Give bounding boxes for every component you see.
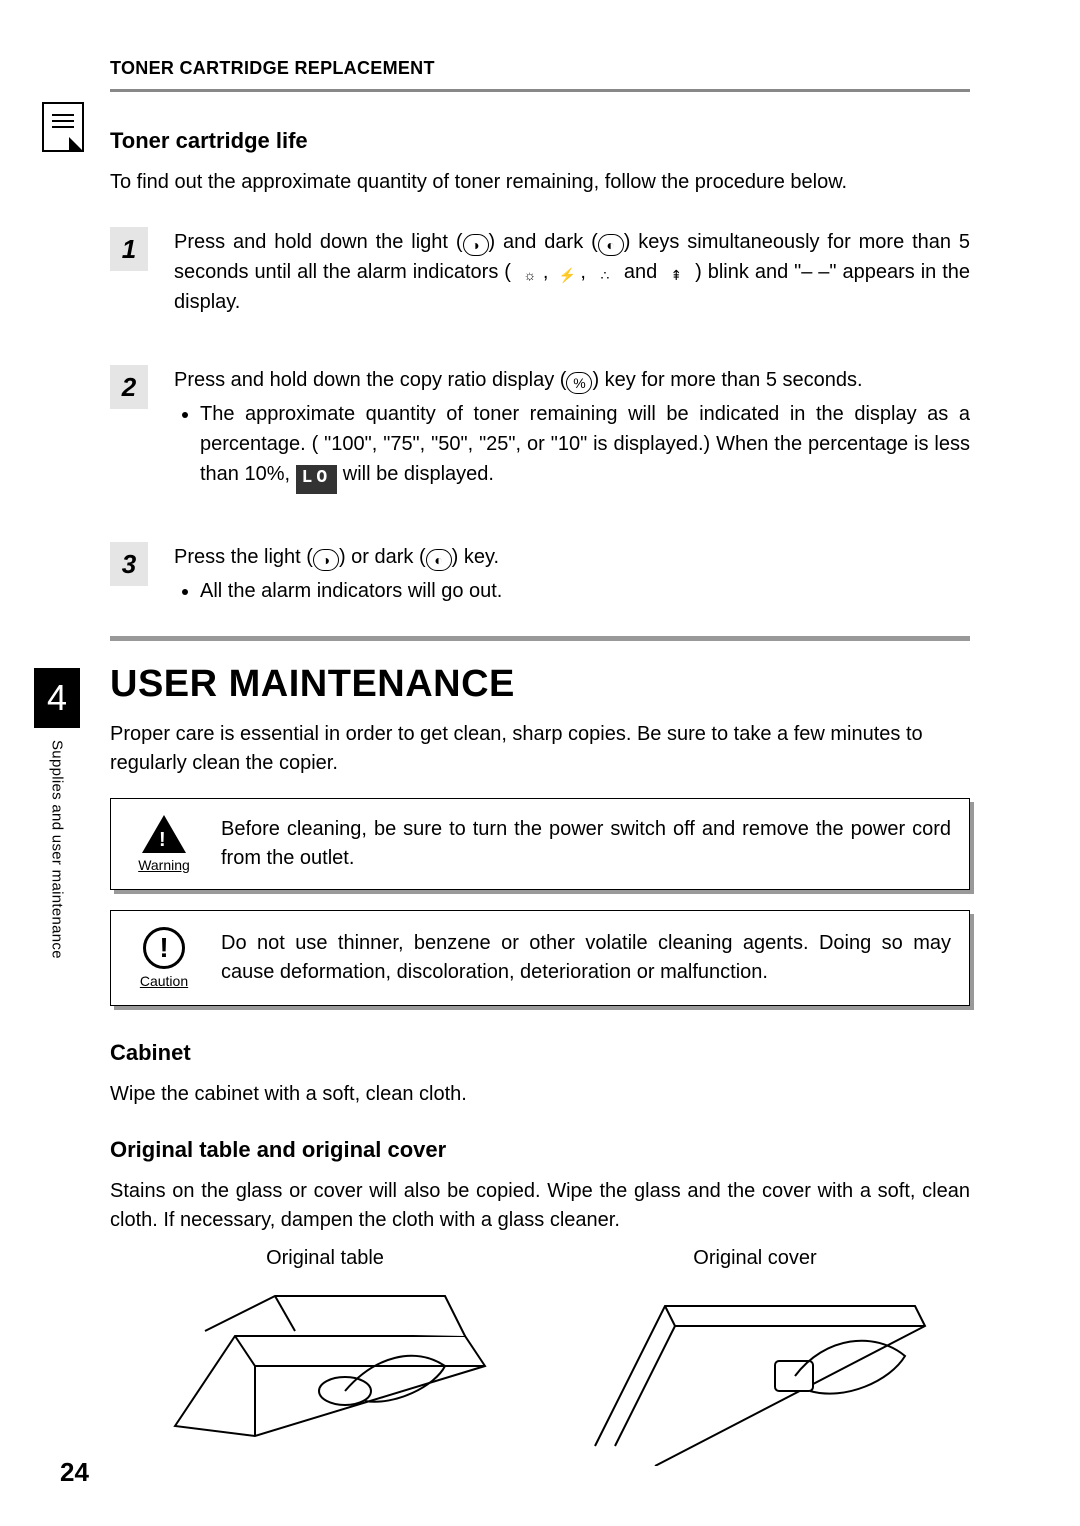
alarm-icon: ☼ (517, 265, 543, 287)
light-key-icon: ◑ (313, 549, 339, 571)
warning-icon: Warning (129, 815, 199, 873)
text: , (580, 261, 592, 283)
step-num: 3 (110, 542, 148, 586)
text: ) key. (452, 546, 499, 568)
text: ) key for more than 5 seconds. (592, 369, 862, 391)
warning-box: Warning Before cleaning, be sure to turn… (110, 798, 970, 890)
caution-icon: ! Caution (129, 927, 199, 989)
figure-row: Original table Original cover (110, 1247, 970, 1466)
text: Press and hold down the light ( (174, 231, 463, 253)
figure-caption: Original table (266, 1247, 384, 1269)
rule-mid (110, 636, 970, 641)
toner-life-heading: Toner cartridge life (110, 128, 970, 154)
ratio-key-icon: % (566, 372, 592, 394)
page-number: 24 (60, 1457, 89, 1488)
dark-key-icon: ◐ (598, 234, 624, 256)
figure-original-cover: Original cover (575, 1247, 935, 1466)
original-table-illustration (145, 1276, 505, 1466)
step-body: Press and hold down the copy ratio displ… (174, 365, 970, 494)
warning-text: Before cleaning, be sure to turn the pow… (221, 815, 951, 873)
chapter-number: 4 (34, 668, 80, 728)
steps: 1 Press and hold down the light (◑) and … (110, 227, 970, 606)
lo-display-icon: LO (296, 465, 338, 494)
original-heading: Original table and original cover (110, 1137, 970, 1163)
chapter-label: Supplies and user maintenance (49, 740, 66, 959)
chapter-rail: 4 Supplies and user maintenance (34, 668, 80, 959)
caution-label: Caution (129, 973, 199, 989)
page: 4 Supplies and user maintenance TONER CA… (0, 0, 1080, 1526)
step-num: 2 (110, 365, 148, 409)
text: ) or dark ( (339, 546, 426, 568)
original-cover-illustration (575, 1276, 935, 1466)
text: and (618, 261, 663, 283)
figure-caption: Original cover (693, 1247, 816, 1269)
text: Press the light ( (174, 546, 313, 568)
bullet: The approximate quantity of toner remain… (200, 399, 970, 494)
dark-key-icon: ◐ (426, 549, 452, 571)
text: will be displayed. (337, 463, 494, 485)
step-body: Press the light (◑) or dark (◐) key. All… (174, 542, 970, 606)
text: , (543, 261, 555, 283)
step-body: Press and hold down the light (◑) and da… (174, 227, 970, 317)
alarm-icon: ⚡ (554, 265, 580, 287)
text: Press and hold down the copy ratio displ… (174, 369, 566, 391)
rule-top (110, 89, 970, 92)
cabinet-text: Wipe the cabinet with a soft, clean clot… (110, 1080, 970, 1109)
original-text: Stains on the glass or cover will also b… (110, 1177, 970, 1235)
figure-original-table: Original table (145, 1247, 505, 1466)
alarm-icon: ∴ (592, 265, 618, 287)
alarm-icon: ⇞ (663, 265, 689, 287)
light-key-icon: ◑ (463, 234, 489, 256)
bullet: All the alarm indicators will go out. (200, 576, 970, 606)
step-3: 3 Press the light (◑) or dark (◐) key. A… (110, 542, 970, 606)
step-num: 1 (110, 227, 148, 271)
maintenance-intro: Proper care is essential in order to get… (110, 720, 970, 778)
warning-label: Warning (129, 857, 199, 873)
step-1: 1 Press and hold down the light (◑) and … (110, 227, 970, 317)
section-header: TONER CARTRIDGE REPLACEMENT (110, 58, 970, 79)
cabinet-heading: Cabinet (110, 1040, 970, 1066)
step-2: 2 Press and hold down the copy ratio dis… (110, 365, 970, 494)
caution-text: Do not use thinner, benzene or other vol… (221, 929, 951, 987)
text: ) and dark ( (489, 231, 598, 253)
user-maintenance-heading: USER MAINTENANCE (110, 663, 970, 706)
caution-box: ! Caution Do not use thinner, benzene or… (110, 910, 970, 1006)
toner-life-intro: To find out the approximate quantity of … (110, 168, 970, 197)
tab-icon (42, 102, 84, 152)
